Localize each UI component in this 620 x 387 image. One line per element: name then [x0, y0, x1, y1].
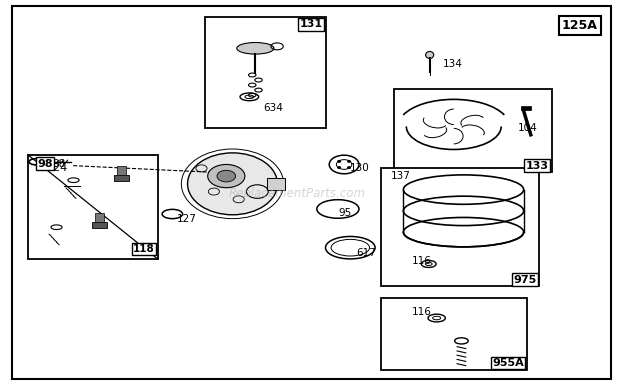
Bar	[205, 17, 326, 128]
Text: 116: 116	[412, 256, 432, 266]
Text: 137: 137	[391, 171, 410, 181]
Text: 104: 104	[518, 123, 538, 133]
Ellipse shape	[237, 43, 274, 54]
Text: 975: 975	[513, 275, 536, 285]
Text: 98: 98	[37, 159, 53, 169]
Bar	[381, 168, 539, 286]
Text: 134: 134	[443, 59, 463, 69]
Bar	[28, 155, 158, 259]
Bar	[521, 106, 531, 110]
Bar	[158, 19, 381, 296]
Ellipse shape	[425, 51, 433, 58]
Text: ReplacementParts.com: ReplacementParts.com	[229, 187, 366, 200]
Text: 131: 131	[299, 19, 322, 29]
Ellipse shape	[338, 167, 340, 168]
Text: 130: 130	[350, 163, 370, 173]
Text: 124: 124	[46, 163, 68, 173]
Text: 125A: 125A	[562, 19, 598, 32]
Text: 118: 118	[133, 244, 155, 254]
Bar	[114, 175, 129, 181]
Text: 955A: 955A	[492, 358, 524, 368]
Ellipse shape	[208, 164, 245, 188]
Bar	[267, 178, 285, 190]
Ellipse shape	[338, 161, 340, 162]
Text: 95: 95	[338, 208, 351, 218]
Text: 98: 98	[53, 159, 66, 170]
Ellipse shape	[348, 161, 350, 162]
Ellipse shape	[187, 153, 278, 215]
Text: 617: 617	[356, 248, 376, 259]
Bar	[92, 222, 107, 228]
Bar	[95, 213, 104, 222]
Text: 133: 133	[526, 161, 549, 171]
Bar	[381, 298, 527, 370]
Text: 634: 634	[264, 103, 283, 113]
Bar	[375, 25, 567, 174]
Text: 127: 127	[177, 214, 197, 224]
Bar	[394, 89, 552, 172]
Text: 116: 116	[412, 307, 432, 317]
Bar	[117, 166, 126, 175]
Ellipse shape	[348, 167, 350, 168]
Ellipse shape	[217, 170, 236, 182]
